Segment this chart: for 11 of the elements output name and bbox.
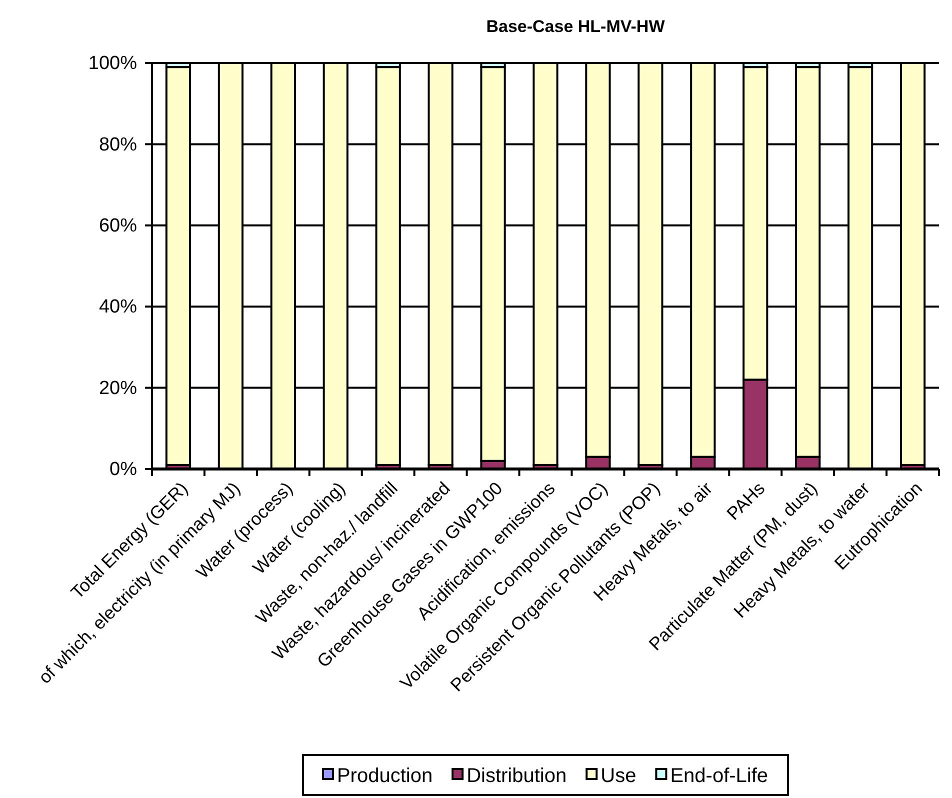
chart-title: Base-Case HL-MV-HW: [486, 17, 666, 36]
y-tick-label: 60%: [98, 215, 138, 236]
y-tick-label: 40%: [98, 296, 138, 318]
legend-label: Use: [600, 765, 636, 787]
legend-label: Distribution: [466, 765, 567, 787]
legend-label: Production: [336, 765, 433, 787]
y-tick-label: 0%: [110, 459, 138, 480]
legend-label: End-of-Life: [670, 765, 768, 787]
y-tick-label: 20%: [98, 378, 138, 399]
y-tick-label: 80%: [98, 134, 138, 156]
y-tick-label: 100%: [88, 53, 138, 74]
